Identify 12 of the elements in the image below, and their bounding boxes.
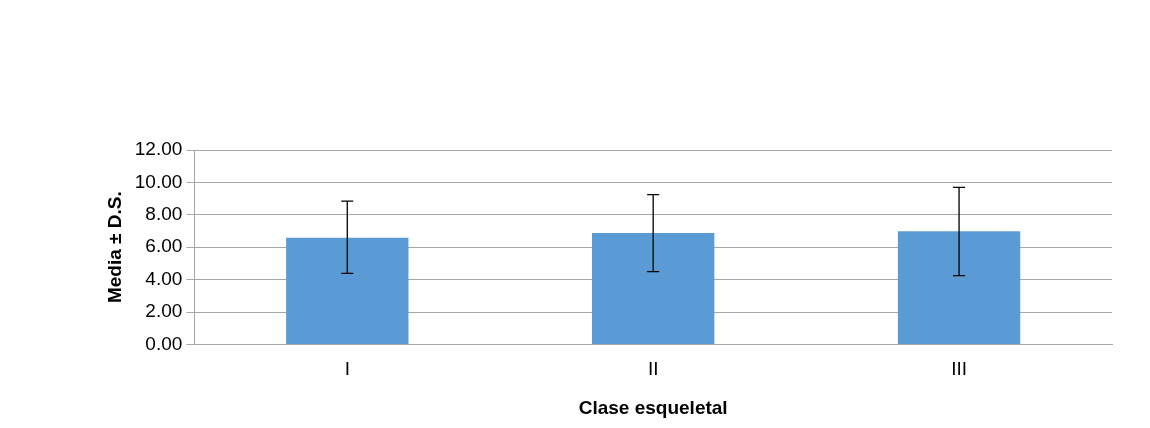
y-tick-label: 6.00 — [145, 235, 183, 257]
y-tick-label: 10.00 — [134, 170, 183, 192]
y-tick-label: 4.00 — [145, 267, 183, 289]
y-tick-label: 12.00 — [134, 138, 183, 160]
x-tick-label: II — [647, 358, 659, 380]
y-axis-title: Media ± D.S. — [103, 191, 125, 304]
y-tick-label: 2.00 — [145, 300, 183, 322]
x-tick-label: I — [344, 358, 350, 380]
x-axis-title: Clase esqueletal — [578, 396, 728, 418]
x-tick-label: III — [951, 358, 967, 380]
y-tick-label: 0.00 — [145, 332, 183, 354]
y-tick-label: 8.00 — [145, 203, 183, 225]
